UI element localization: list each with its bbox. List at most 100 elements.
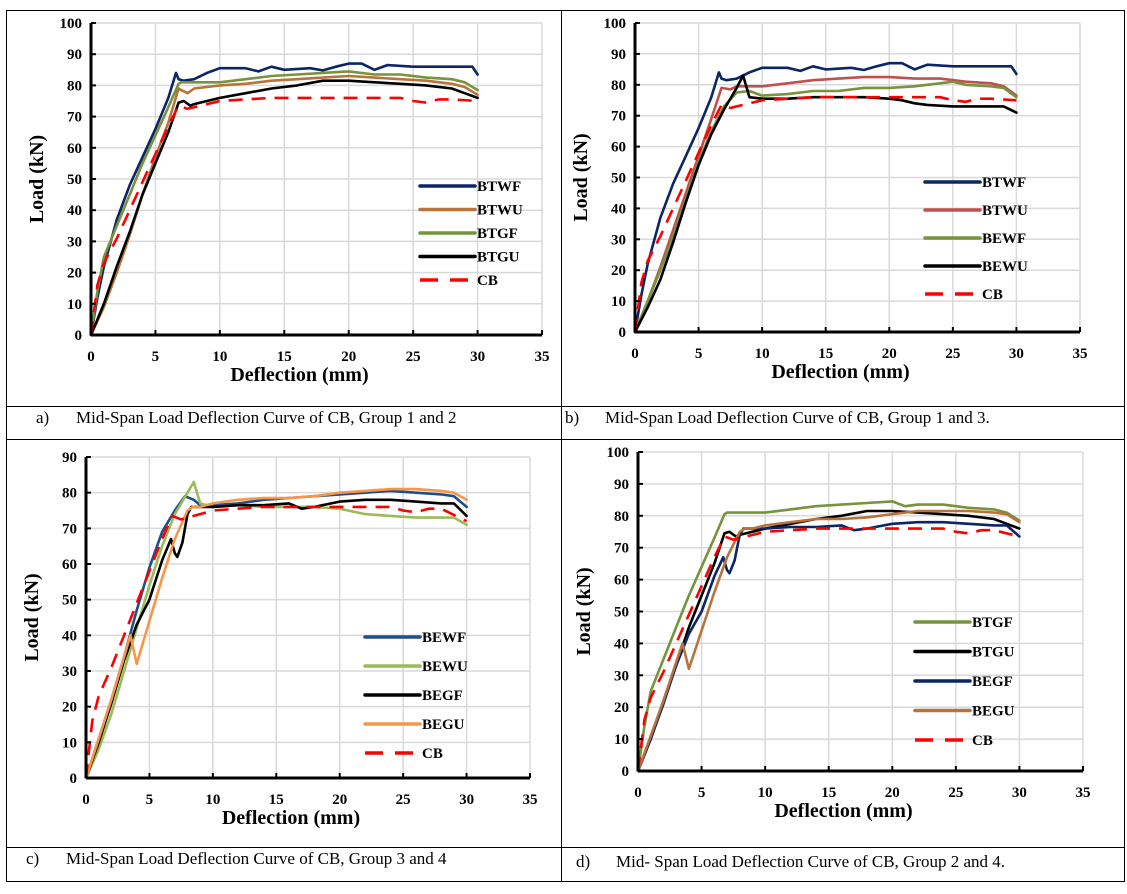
- frame-divider-row: [7, 439, 1124, 440]
- legend-item-btwu: BTWU: [923, 203, 1028, 219]
- x-tick-label: 15: [821, 785, 836, 801]
- caption-a-text: Mid-Span Load Deflection Curve of CB, Gr…: [76, 408, 457, 427]
- legend-label: CB: [972, 733, 993, 749]
- chart-a-legend: BTWF BTWU BTGF BTGU CB: [418, 179, 523, 289]
- legend-item-btgf: BTGF: [913, 615, 1013, 631]
- x-axis-title: Deflection (mm): [222, 807, 360, 829]
- x-tick-label: 35: [1076, 785, 1091, 801]
- caption-a: a) Mid-Span Load Deflection Curve of CB, …: [36, 408, 457, 428]
- x-tick-label: 5: [152, 349, 160, 365]
- x-tick-label: 0: [87, 349, 95, 365]
- chart-a-gridlines: [91, 22, 543, 335]
- series-line-cb: [89, 96, 478, 336]
- legend-label: BEGF: [972, 674, 1013, 690]
- y-tick-label: 60: [62, 557, 77, 573]
- chart-panel-a: 0 10 20 30 40 50 60 70 80 90 100 0 5 10 15 20 25 30 35 Defl…: [0, 0, 560, 400]
- legend-label: BTGU: [477, 250, 520, 266]
- chart-a-svg: 0 10 20 30 40 50 60 70 80 90 100 0 5 10 15 20 25 30 35 Defl…: [26, 16, 550, 386]
- chart-b-legend: BTWF BTWU BEWF BEWU CB: [923, 175, 1028, 303]
- caption-c: c) Mid-Span Load Deflection Curve of CB, …: [26, 849, 447, 869]
- legend-label: CB: [477, 273, 498, 289]
- series-line-begu: [636, 509, 1021, 773]
- legend-label: BTWF: [477, 179, 521, 195]
- chart-c-series: [84, 480, 468, 780]
- legend-label: CB: [982, 287, 1003, 303]
- caption-d-label: d): [576, 852, 591, 871]
- y-tick-label: 80: [67, 78, 82, 94]
- x-tick-label: 10: [758, 785, 773, 801]
- legend-item-begf: BEGF: [363, 688, 463, 704]
- y-tick-label: 90: [614, 477, 629, 493]
- y-tick-label: 20: [62, 700, 77, 716]
- chart-panel-c: 0 10 20 30 40 50 60 70 80 90 0 5 10 15 20 25 30 35 Deflect…: [0, 440, 560, 840]
- series-line-btgu: [89, 79, 479, 337]
- legend-label: BTWF: [982, 175, 1026, 191]
- y-tick-label: 90: [62, 450, 77, 466]
- x-tick-label: 0: [634, 785, 642, 801]
- x-tick-label: 5: [695, 346, 703, 362]
- legend-item-begu: BEGU: [363, 717, 465, 733]
- y-tick-label: 70: [614, 541, 629, 557]
- y-axis-title: Load (kN): [26, 135, 48, 223]
- legend-label: BEWF: [982, 231, 1026, 247]
- y-tick-label: 50: [67, 172, 82, 188]
- legend-label: BEGU: [422, 717, 465, 733]
- x-axis-title: Deflection (mm): [774, 800, 912, 822]
- legend-item-btgu: BTGU: [913, 645, 1015, 661]
- series-line-cb: [636, 527, 1020, 772]
- series-line-btgf: [89, 70, 479, 337]
- frame-divider-vertical: [561, 11, 562, 881]
- y-tick-label: 20: [611, 263, 626, 279]
- y-tick-label: 50: [62, 593, 77, 609]
- y-axis-title: Load (kN): [570, 133, 592, 221]
- chart-b-series: [633, 61, 1018, 334]
- legend-item-btwf: BTWF: [923, 175, 1026, 191]
- y-tick-label: 20: [614, 700, 629, 716]
- x-tick-label: 35: [535, 349, 550, 365]
- x-tick-label: 30: [470, 349, 485, 365]
- x-tick-label: 35: [523, 792, 538, 808]
- y-tick-label: 30: [611, 232, 626, 248]
- chart-d-legend: BTGF BTGU BEGF BEGU CB: [913, 615, 1015, 749]
- x-tick-label: 30: [1012, 785, 1027, 801]
- caption-d-text: Mid- Span Load Deflection Curve of CB, G…: [616, 852, 1006, 871]
- legend-label: BEGF: [422, 688, 463, 704]
- series-line-btwf: [89, 62, 479, 337]
- series-line-btwu: [633, 75, 1018, 334]
- chart-c-svg: 0 10 20 30 40 50 60 70 80 90 0 5 10 15 20 25 30 35 Deflect…: [21, 450, 538, 829]
- y-tick-label: 60: [614, 573, 629, 589]
- y-tick-label: 30: [614, 668, 629, 684]
- y-tick-label: 80: [611, 78, 626, 94]
- y-axis-title: Load (kN): [21, 573, 43, 661]
- caption-a-label: a): [36, 408, 50, 427]
- x-tick-label: 5: [146, 792, 154, 808]
- x-tick-label: 10: [212, 349, 227, 365]
- y-tick-label: 40: [67, 203, 82, 219]
- x-tick-label: 0: [82, 792, 90, 808]
- legend-item-bewu: BEWU: [363, 659, 468, 675]
- x-tick-label: 25: [945, 346, 960, 362]
- legend-item-btgu: BTGU: [418, 250, 520, 266]
- chart-b-gridlines: [635, 22, 1081, 332]
- y-tick-label: 0: [70, 771, 78, 787]
- chart-a-series: [89, 62, 479, 337]
- y-tick-label: 0: [75, 328, 83, 344]
- x-tick-label: 20: [885, 785, 900, 801]
- figure-frame: [6, 10, 1125, 882]
- legend-item-begf: BEGF: [913, 674, 1013, 690]
- y-tick-label: 60: [67, 141, 82, 157]
- y-tick-label: 10: [62, 735, 77, 751]
- legend-label: CB: [422, 746, 443, 762]
- y-tick-label: 90: [611, 47, 626, 63]
- y-tick-label: 0: [622, 764, 630, 780]
- x-tick-label: 20: [882, 346, 897, 362]
- y-axis-title: Load (kN): [573, 567, 595, 655]
- y-tick-label: 50: [611, 171, 626, 187]
- y-tick-label: 10: [614, 732, 629, 748]
- y-tick-label: 100: [60, 16, 83, 32]
- x-tick-label: 35: [1073, 346, 1088, 362]
- legend-label: BTWU: [982, 203, 1028, 219]
- x-tick-label: 0: [631, 346, 639, 362]
- y-tick-label: 40: [614, 636, 629, 652]
- legend-item-bewf: BEWF: [363, 630, 466, 646]
